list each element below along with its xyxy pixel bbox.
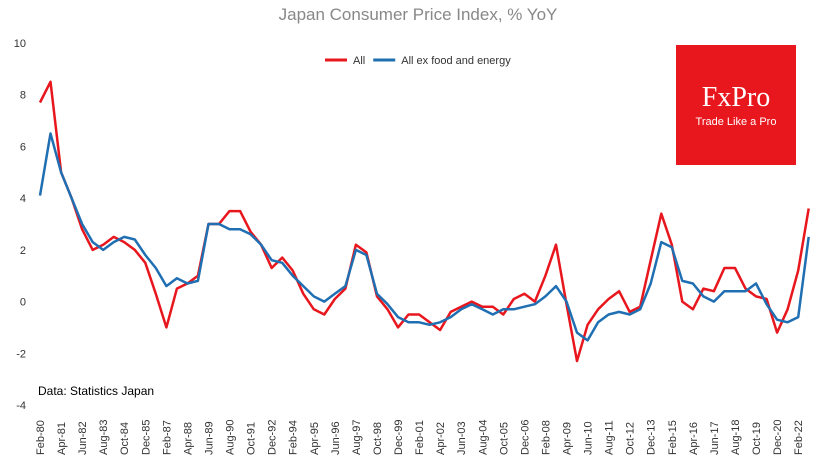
x-tick-label: Feb-80 xyxy=(35,420,47,455)
x-tick-label: Feb-08 xyxy=(540,420,552,455)
y-tick-label: 10 xyxy=(14,38,26,50)
legend-label: All ex food and energy xyxy=(401,55,511,67)
y-tick-label: 0 xyxy=(20,297,26,309)
x-tick-label: Jun-03 xyxy=(456,421,468,455)
x-tick-label: Apr-02 xyxy=(435,422,447,455)
x-tick-label: Oct-19 xyxy=(751,422,763,455)
x-tick-label: Apr-09 xyxy=(562,422,574,455)
x-tick-label: Apr-81 xyxy=(56,422,68,455)
x-tick-label: Jun-82 xyxy=(77,421,89,455)
x-tick-label: Aug-90 xyxy=(225,420,237,455)
source-note: Data: Statistics Japan xyxy=(38,384,154,398)
legend-label: All xyxy=(353,55,365,67)
y-tick-label: 8 xyxy=(20,90,26,102)
y-tick-label: 4 xyxy=(20,193,26,205)
x-tick-label: Oct-91 xyxy=(246,422,258,455)
logo-brand: FxPro xyxy=(702,82,770,113)
series-line xyxy=(38,132,810,342)
x-tick-label: Aug-83 xyxy=(98,420,110,455)
x-tick-label: Dec-20 xyxy=(772,420,784,455)
y-tick-label: 6 xyxy=(20,141,26,153)
logo-box xyxy=(676,45,796,165)
x-tick-label: Feb-94 xyxy=(288,420,300,455)
x-tick-label: Dec-13 xyxy=(646,420,658,455)
x-tick-label: Oct-84 xyxy=(119,422,131,455)
y-tick-label: -2 xyxy=(16,348,26,360)
x-tick-label: Aug-04 xyxy=(477,420,489,455)
x-tick-label: Dec-99 xyxy=(393,420,405,455)
y-tick-label: -4 xyxy=(16,400,26,412)
x-tick-label: Feb-15 xyxy=(667,420,679,455)
x-tick-label: Apr-95 xyxy=(309,422,321,455)
x-tick-label: Aug-97 xyxy=(351,420,363,455)
chart-title: Japan Consumer Price Index, % YoY xyxy=(279,5,558,24)
x-tick-label: Oct-12 xyxy=(625,422,637,455)
x-tick-label: Jun-17 xyxy=(709,421,721,455)
x-tick-label: Aug-18 xyxy=(730,420,742,455)
x-tick-label: Jun-89 xyxy=(203,421,215,455)
x-tick-label: Jun-96 xyxy=(330,421,342,455)
x-tick-label: Apr-16 xyxy=(688,422,700,455)
x-tick-label: Feb-01 xyxy=(414,420,426,455)
x-tick-label: Oct-98 xyxy=(372,422,384,455)
x-tick-label: Aug-11 xyxy=(604,420,616,455)
logo-tagline: Trade Like a Pro xyxy=(696,116,777,128)
x-tick-label: Feb-22 xyxy=(793,420,805,455)
x-tick-label: Apr-88 xyxy=(182,422,194,455)
x-tick-label: Dec-06 xyxy=(519,420,531,455)
x-tick-label: Dec-85 xyxy=(140,420,152,455)
x-tick-label: Jun-10 xyxy=(583,421,595,455)
x-tick-label: Dec-92 xyxy=(267,420,279,455)
x-tick-label: Feb-87 xyxy=(161,420,173,455)
x-tick-label: Oct-05 xyxy=(498,422,510,455)
y-tick-label: 2 xyxy=(20,245,26,257)
series-line xyxy=(38,80,810,363)
